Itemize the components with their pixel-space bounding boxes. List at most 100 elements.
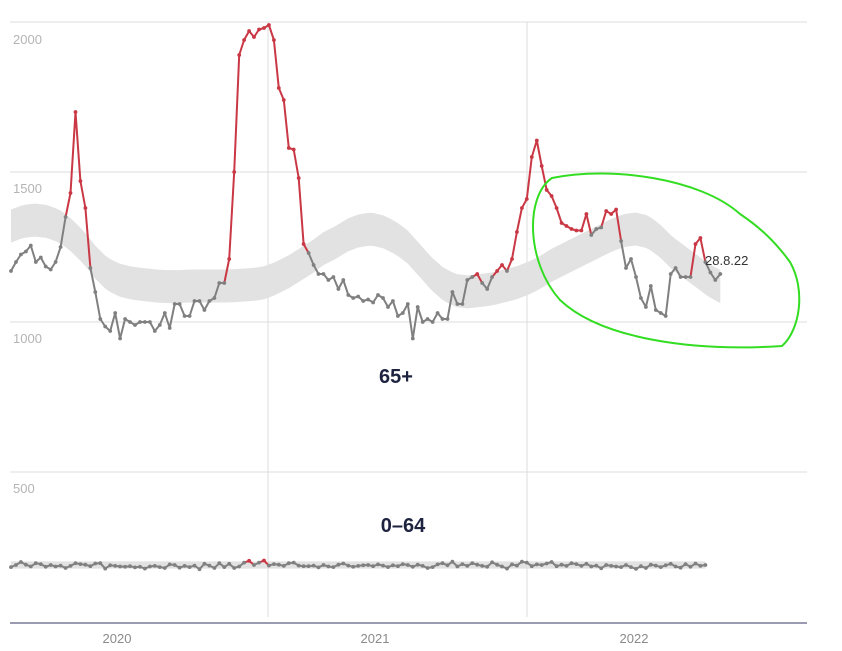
data-point (589, 233, 594, 237)
data-point (381, 563, 385, 568)
data-point (579, 228, 584, 233)
expected-band-0 (11, 203, 721, 309)
data-point (440, 561, 445, 566)
data-point (326, 564, 331, 569)
data-point (113, 564, 118, 568)
data-point (564, 224, 569, 228)
data-point (520, 559, 524, 564)
series-segment (391, 300, 399, 317)
data-point (326, 278, 331, 282)
series-segment (446, 291, 454, 320)
data-point (619, 565, 623, 569)
series-segment (600, 210, 608, 228)
series-segment (307, 252, 315, 266)
series-segment (451, 291, 459, 305)
data-point (430, 565, 435, 569)
data-point (455, 302, 460, 306)
data-point (574, 562, 579, 566)
data-point (157, 565, 162, 569)
data-point (425, 317, 430, 321)
data-point (529, 564, 534, 569)
data-point (58, 245, 63, 249)
data-point (267, 23, 271, 27)
data-point (197, 567, 202, 572)
data-point (549, 194, 554, 198)
data-point (490, 275, 494, 279)
series-segment (109, 312, 117, 332)
data-point (177, 302, 182, 306)
series-segment (168, 303, 176, 329)
data-point (281, 98, 286, 102)
data-point (450, 290, 455, 294)
data-point (182, 564, 187, 568)
series-segment (620, 240, 627, 269)
data-point (336, 287, 341, 291)
data-point (207, 299, 212, 303)
data-point (584, 561, 589, 566)
data-point (177, 565, 182, 570)
data-point (48, 563, 53, 567)
series-segment (163, 312, 171, 329)
data-point (534, 138, 539, 143)
data-point (148, 320, 152, 324)
data-point (678, 565, 683, 570)
y-tick-label-1000: 1000 (13, 331, 42, 346)
data-point (93, 561, 98, 566)
data-point (410, 336, 415, 341)
data-point (609, 564, 614, 568)
data-point (157, 323, 162, 327)
data-point (644, 305, 648, 309)
series-segment (515, 207, 523, 233)
series-segment (416, 306, 424, 323)
data-point (217, 281, 222, 285)
data-point (366, 563, 370, 567)
series-segment (704, 261, 712, 273)
data-point (9, 565, 13, 569)
data-point (152, 329, 157, 333)
data-point (262, 26, 266, 30)
series-segment (585, 213, 593, 236)
data-point (480, 564, 485, 568)
data-point (564, 564, 569, 568)
data-point (410, 564, 415, 569)
data-point (38, 255, 43, 260)
data-point (167, 562, 172, 567)
data-point (450, 559, 455, 564)
series-segment (342, 279, 350, 296)
series-segment (178, 303, 186, 317)
series-segment (461, 279, 469, 305)
data-point (346, 293, 351, 297)
data-point (68, 564, 73, 568)
series-segment (267, 24, 275, 41)
data-point (83, 562, 88, 567)
data-point (98, 317, 103, 321)
data-point (148, 564, 152, 569)
data-point (162, 566, 167, 570)
data-point (376, 293, 380, 297)
data-point (356, 294, 361, 299)
data-point (53, 564, 58, 569)
series-segment (699, 237, 707, 263)
data-point (197, 299, 202, 303)
data-point (629, 257, 633, 261)
data-point (356, 564, 361, 568)
data-point (78, 179, 83, 183)
data-point (257, 27, 261, 32)
series-segment (292, 149, 300, 179)
data-point (321, 563, 326, 567)
series-segment (64, 192, 72, 218)
data-point (371, 564, 375, 569)
data-point (639, 296, 643, 300)
data-point (614, 564, 618, 569)
data-point (296, 176, 301, 180)
data-point (698, 564, 703, 568)
data-point (108, 329, 113, 333)
data-point (128, 564, 132, 569)
data-point (495, 562, 499, 567)
data-point (386, 305, 390, 309)
data-point (93, 290, 98, 294)
series-segment (69, 111, 77, 194)
data-point (267, 563, 271, 568)
data-point (619, 239, 623, 243)
y-tick-label-1500: 1500 (13, 181, 42, 196)
